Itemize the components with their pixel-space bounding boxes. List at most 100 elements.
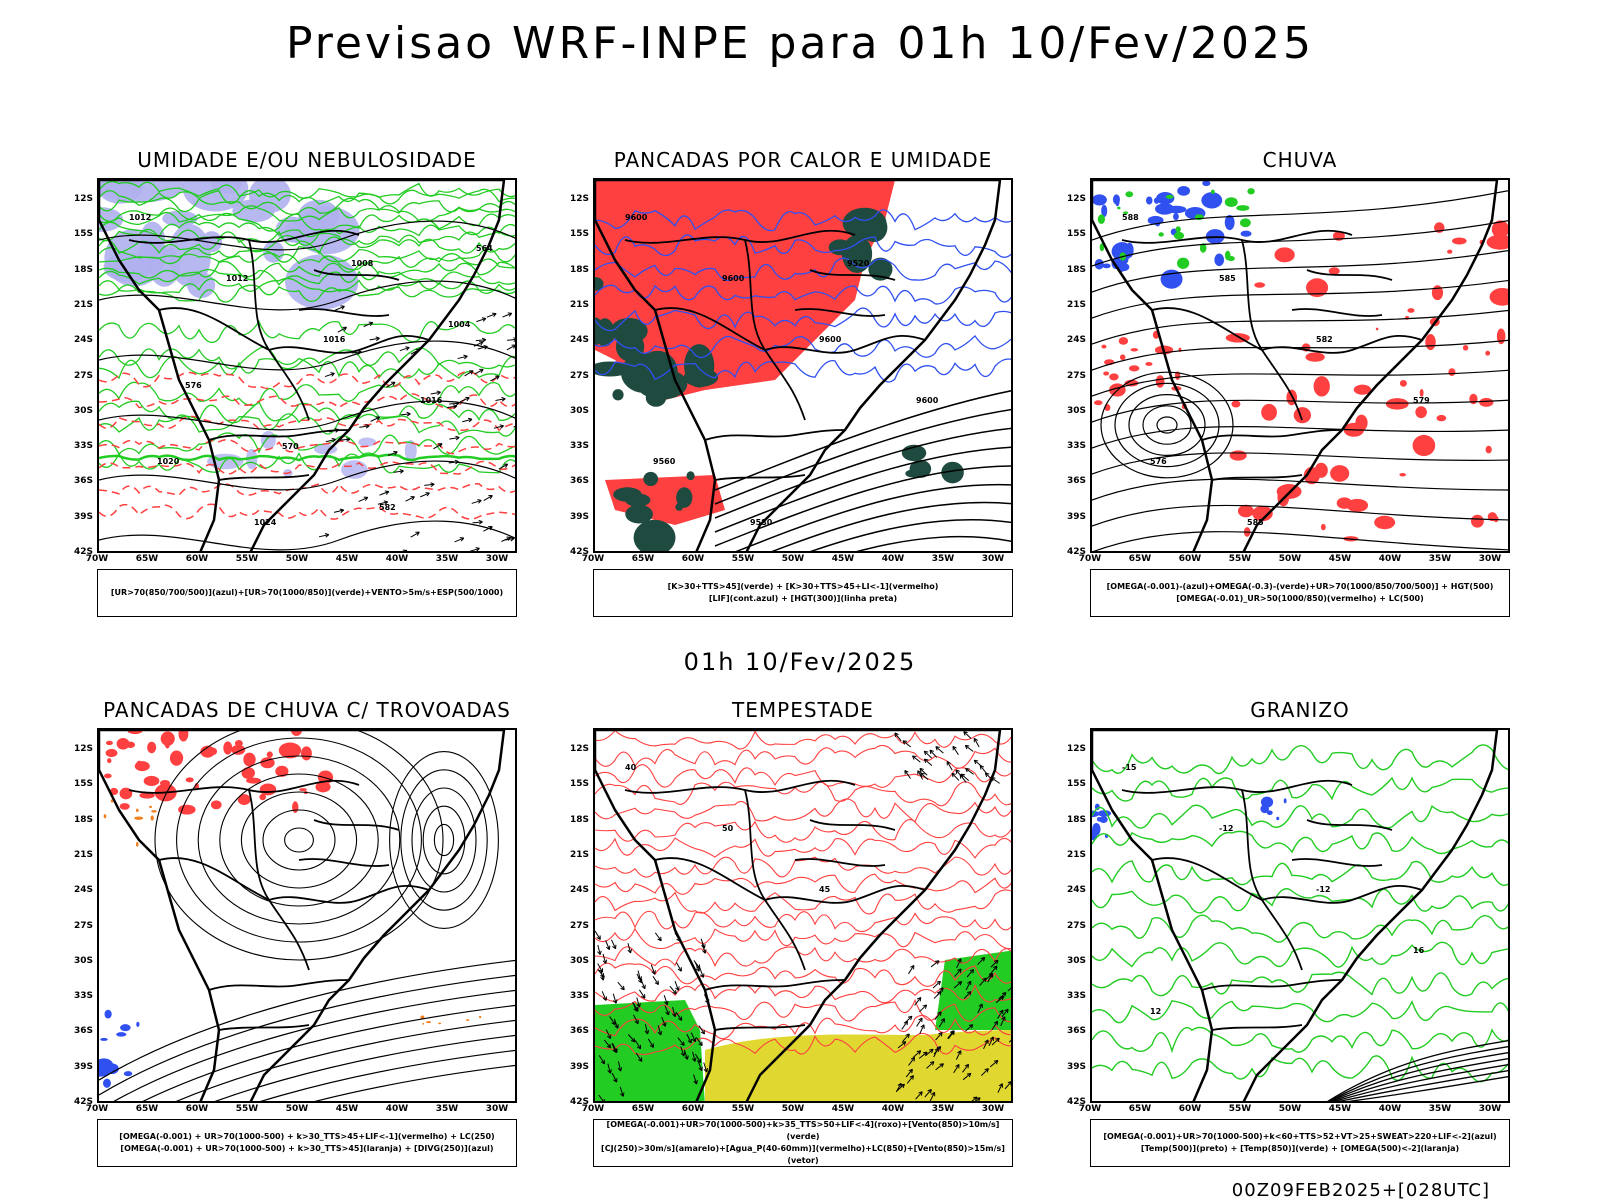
contour-label: 50 — [722, 824, 734, 833]
lat-label-15S: 15S — [563, 779, 589, 789]
lat-label-21S: 21S — [1060, 300, 1086, 310]
contour-label: 1008 — [351, 259, 374, 268]
lat-label-15S: 15S — [67, 229, 93, 239]
lat-label-12S: 12S — [563, 194, 589, 204]
lat-label-12S: 12S — [563, 744, 589, 754]
lat-label-24S: 24S — [1060, 335, 1086, 345]
lat-label-33S: 33S — [1060, 441, 1086, 451]
lon-label-70W: 70W — [1075, 554, 1105, 564]
lat-label-12S: 12S — [67, 194, 93, 204]
lat-label-27S: 27S — [563, 921, 589, 931]
contour-label: 40 — [625, 763, 637, 772]
lat-label-36S: 36S — [67, 1026, 93, 1036]
lon-label-65W: 65W — [132, 554, 162, 564]
contour-label: 9560 — [653, 457, 676, 466]
lat-label-18S: 18S — [563, 265, 589, 275]
lat-label-30S: 30S — [67, 406, 93, 416]
legend-line: [CJ(250)>30m/s](amarelo)+[Agua_P(40-60mm… — [594, 1143, 1012, 1167]
legend-granizo: [OMEGA(-0.001)+UR>70(1000-500)+k<60+TTS>… — [1090, 1119, 1510, 1167]
valid-time-label: 01h 10/Fev/2025 — [0, 648, 1600, 676]
contour-label: -12 — [1219, 824, 1233, 833]
panel-title-granizo: GRANIZO — [1090, 698, 1510, 722]
lon-label-50W: 50W — [778, 554, 808, 564]
lon-label-40W: 40W — [878, 1104, 908, 1114]
legend-line: [UR>70(850/700/500)](azul)+[UR>70(1000/8… — [98, 587, 516, 599]
lon-label-45W: 45W — [1325, 1104, 1355, 1114]
contour-label: 1012 — [226, 274, 248, 283]
lon-label-30W: 30W — [482, 554, 512, 564]
legend-line: [LIF](cont.azul) + [HGT(300)](linha pret… — [594, 593, 1012, 605]
lat-label-36S: 36S — [67, 476, 93, 486]
lat-label-30S: 30S — [1060, 956, 1086, 966]
contour-label: 585 — [1219, 274, 1236, 283]
lat-label-36S: 36S — [563, 1026, 589, 1036]
contour-label: -15 — [1122, 763, 1137, 772]
contour-label: 9600 — [625, 213, 648, 222]
lat-label-21S: 21S — [67, 300, 93, 310]
lon-label-40W: 40W — [1375, 1104, 1405, 1114]
lat-label-18S: 18S — [67, 265, 93, 275]
lat-label-27S: 27S — [1060, 921, 1086, 931]
lon-label-30W: 30W — [978, 1104, 1008, 1114]
lon-label-35W: 35W — [1425, 554, 1455, 564]
contour-label: 1016 — [323, 335, 346, 344]
lat-label-18S: 18S — [67, 815, 93, 825]
lat-label-15S: 15S — [67, 779, 93, 789]
lat-label-21S: 21S — [1060, 850, 1086, 860]
lon-label-55W: 55W — [728, 1104, 758, 1114]
lon-label-50W: 50W — [1275, 1104, 1305, 1114]
lon-label-70W: 70W — [578, 554, 608, 564]
legend-line: [OMEGA(-0.001)-(azul)+OMEGA(-0.3)-(verde… — [1091, 581, 1509, 593]
lon-label-40W: 40W — [382, 554, 412, 564]
lat-label-24S: 24S — [563, 885, 589, 895]
lat-label-12S: 12S — [67, 744, 93, 754]
legend-line: [Temp(500)](preto) + [Temp(850)](verde) … — [1091, 1143, 1509, 1155]
contour-label: 16 — [1413, 946, 1425, 955]
main-title: Previsao WRF-INPE para 01h 10/Fev/2025 — [0, 18, 1600, 69]
contour-label: 9600 — [722, 274, 745, 283]
lat-label-33S: 33S — [67, 991, 93, 1001]
lon-label-30W: 30W — [978, 554, 1008, 564]
lat-label-24S: 24S — [67, 885, 93, 895]
lat-label-33S: 33S — [563, 991, 589, 1001]
lat-label-39S: 39S — [563, 1062, 589, 1072]
contour-label: 582 — [379, 503, 396, 512]
lon-label-65W: 65W — [1125, 554, 1155, 564]
lon-label-45W: 45W — [332, 554, 362, 564]
contour-label: 564 — [476, 244, 493, 253]
lon-label-40W: 40W — [382, 1104, 412, 1114]
lat-label-12S: 12S — [1060, 744, 1086, 754]
lon-label-30W: 30W — [1475, 554, 1505, 564]
contour-label: 9520 — [847, 259, 870, 268]
lat-label-27S: 27S — [563, 371, 589, 381]
lon-label-50W: 50W — [1275, 554, 1305, 564]
lat-label-12S: 12S — [1060, 194, 1086, 204]
lat-label-36S: 36S — [1060, 1026, 1086, 1036]
lat-label-36S: 36S — [563, 476, 589, 486]
contour-label: 45 — [819, 885, 831, 894]
lat-label-39S: 39S — [67, 512, 93, 522]
lat-label-33S: 33S — [563, 441, 589, 451]
lat-label-39S: 39S — [67, 1062, 93, 1072]
contour-label: 1024 — [254, 518, 277, 527]
lat-label-21S: 21S — [563, 850, 589, 860]
contour-label: 9580 — [750, 518, 773, 527]
lon-label-50W: 50W — [282, 1104, 312, 1114]
lon-label-55W: 55W — [232, 554, 262, 564]
lon-label-45W: 45W — [828, 554, 858, 564]
lon-label-50W: 50W — [282, 554, 312, 564]
lon-label-60W: 60W — [678, 554, 708, 564]
contour-label: 1012 — [129, 213, 151, 222]
contour-label: 576 — [1150, 457, 1167, 466]
legend-umidade: [UR>70(850/700/500)](azul)+[UR>70(1000/8… — [97, 569, 517, 617]
lat-label-27S: 27S — [67, 921, 93, 931]
contour-label: 9600 — [819, 335, 842, 344]
lat-label-24S: 24S — [1060, 885, 1086, 895]
legend-line: [OMEGA(-0.01)_UR>50(1000/850)(vermelho) … — [1091, 593, 1509, 605]
lon-label-35W: 35W — [928, 554, 958, 564]
lon-label-55W: 55W — [1225, 554, 1255, 564]
